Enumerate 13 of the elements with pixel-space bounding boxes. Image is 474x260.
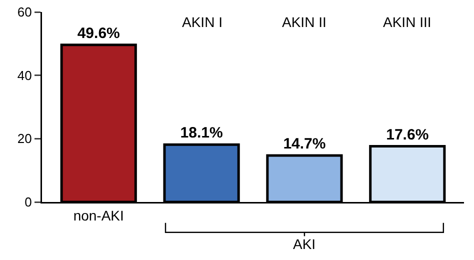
y-tick-label: 60 — [17, 4, 32, 20]
x-tick-label: AKIN III — [383, 14, 432, 30]
x-tick-label: non-AKI — [73, 207, 124, 224]
data-label: 17.6% — [386, 126, 429, 144]
text: AKI — [293, 236, 316, 252]
y-tick-label: 40 — [17, 68, 32, 83]
y-tick-label: 0 — [24, 194, 32, 210]
data-label: 18.1% — [180, 124, 223, 142]
x-tick-label: AKIN I — [182, 14, 222, 30]
y-tick-label: 20 — [17, 131, 32, 146]
data-label: 14.7% — [283, 135, 326, 152]
x-tick-label: AKIN II — [282, 14, 326, 30]
data-label: 49.6% — [77, 24, 120, 42]
